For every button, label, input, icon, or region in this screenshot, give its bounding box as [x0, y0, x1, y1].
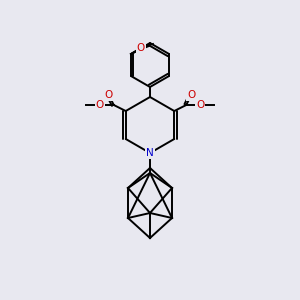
Text: O: O	[137, 44, 145, 54]
Text: O: O	[196, 100, 204, 110]
Text: O: O	[137, 43, 145, 53]
Text: O: O	[96, 100, 104, 110]
Text: N: N	[146, 148, 154, 158]
Text: O: O	[105, 90, 113, 100]
Text: O: O	[187, 90, 195, 100]
